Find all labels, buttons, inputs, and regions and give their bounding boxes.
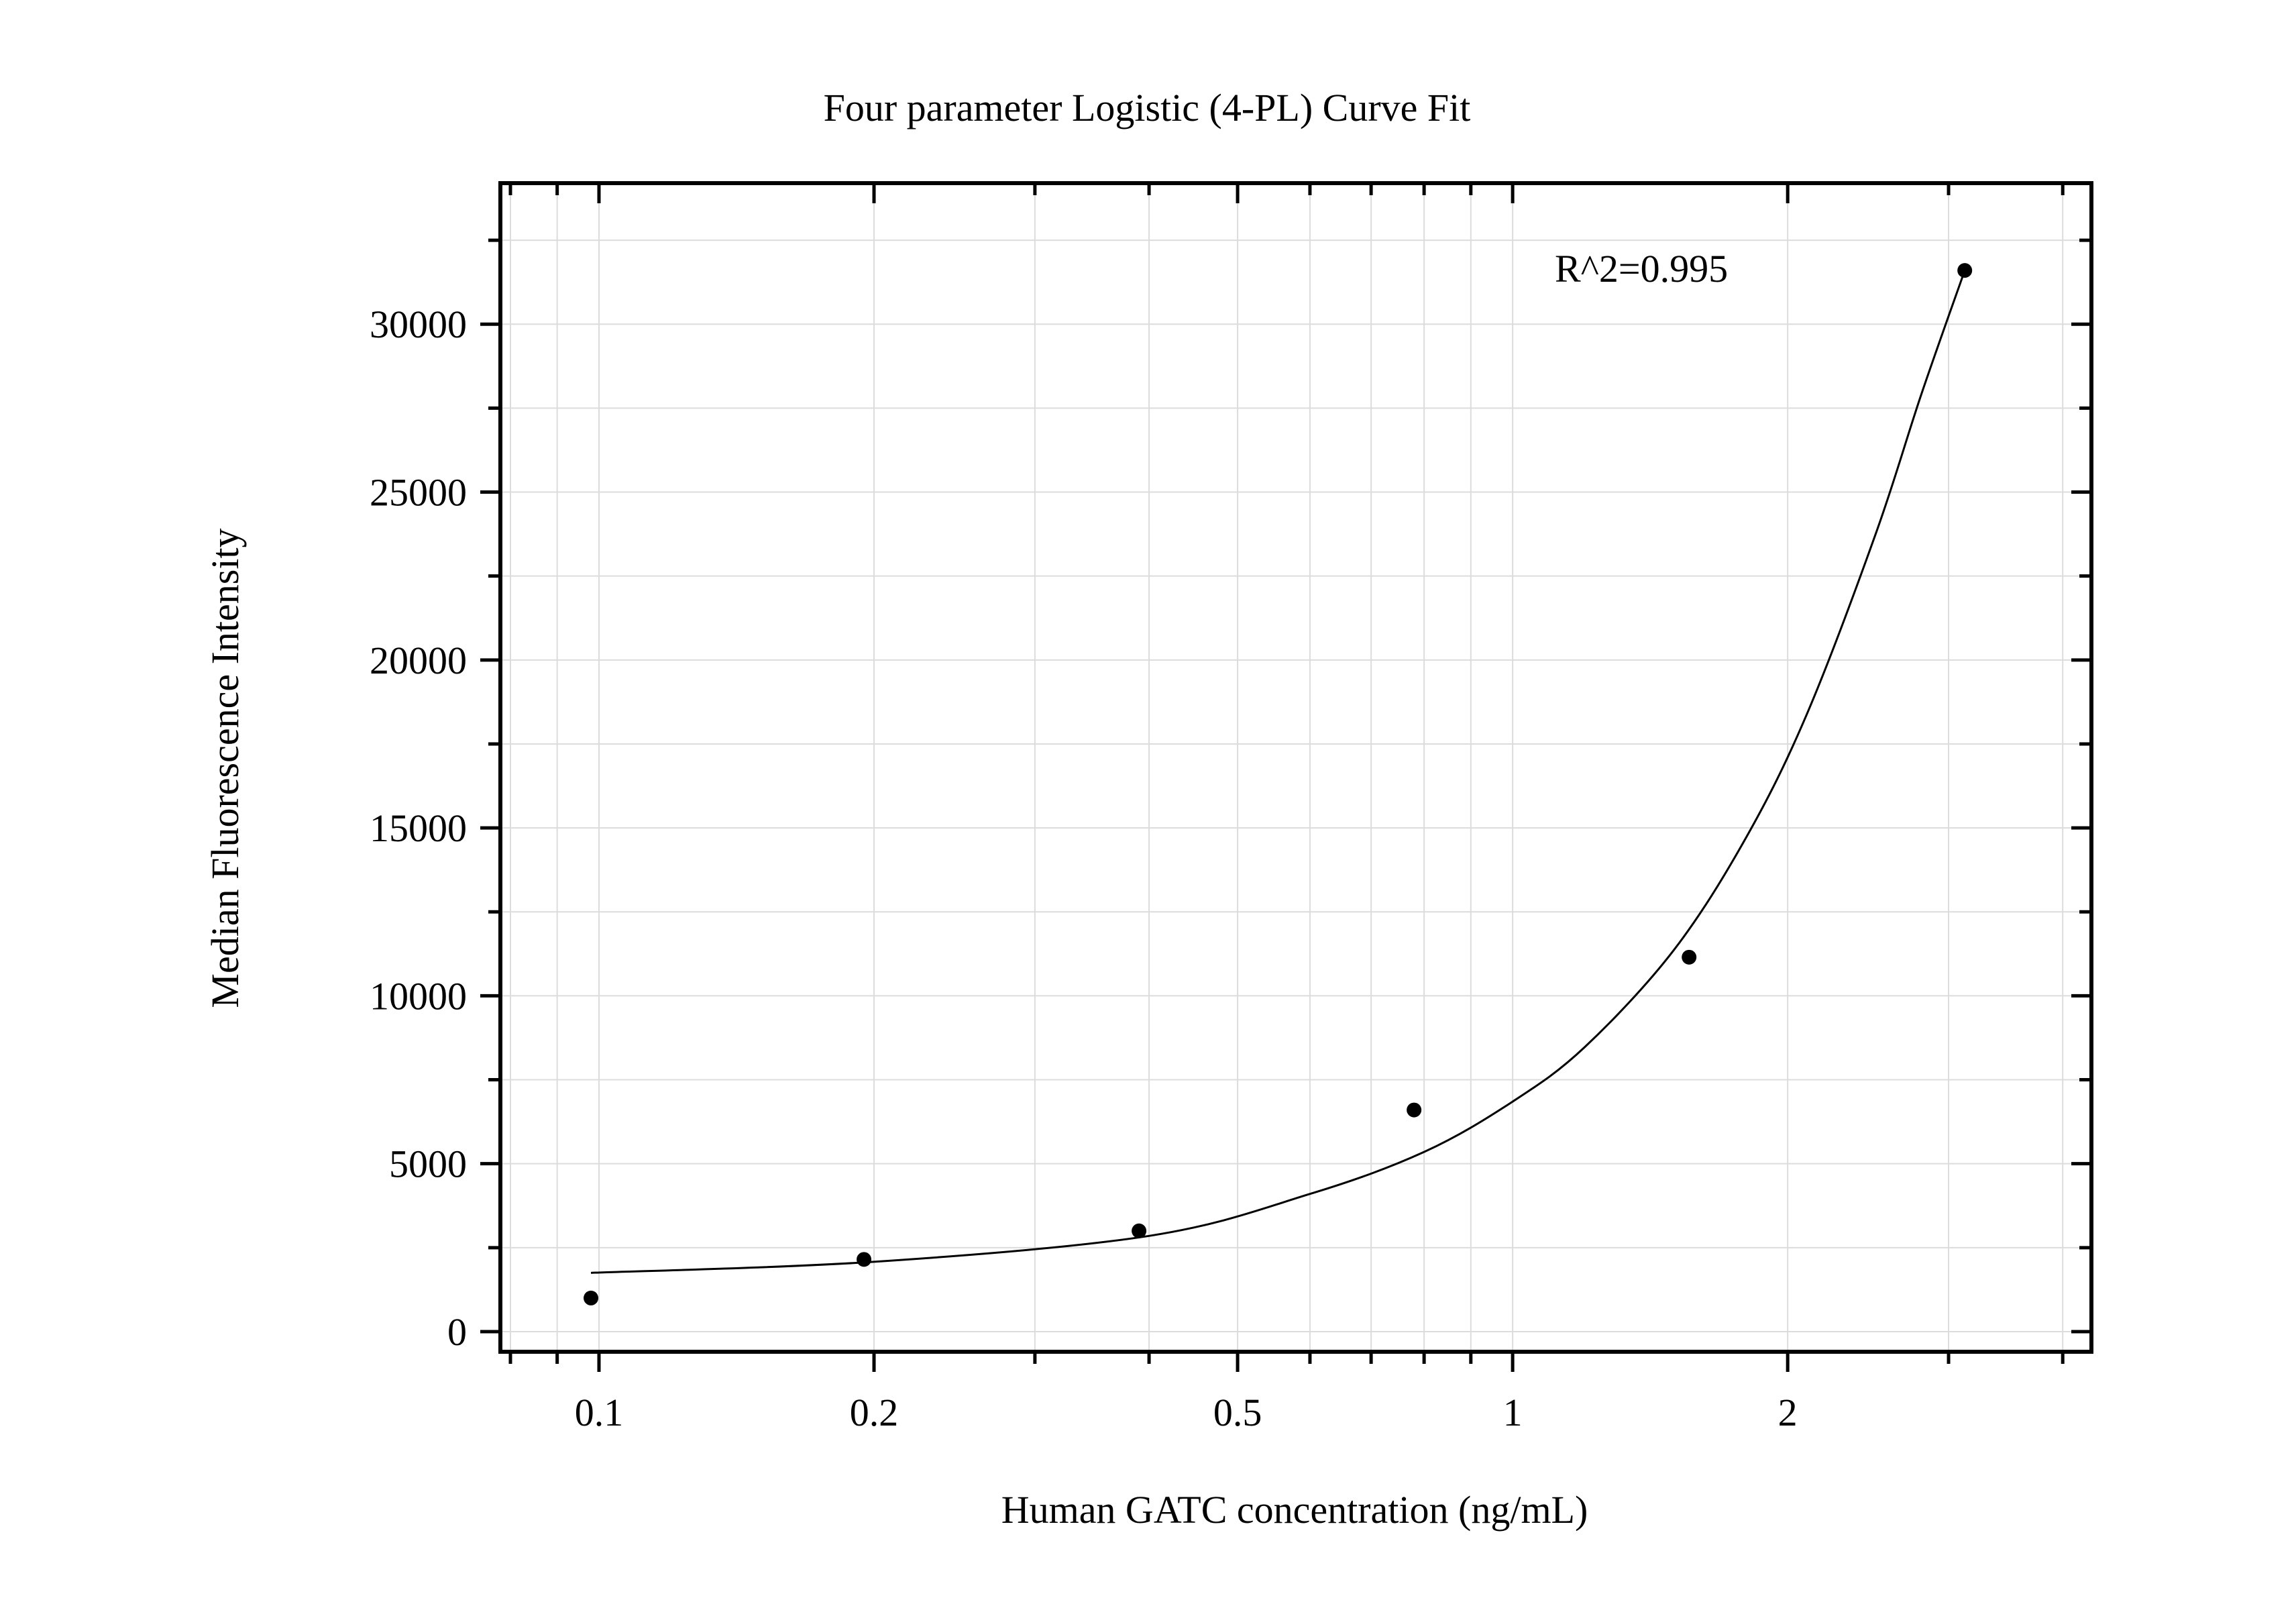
x-tick-label: 0.1: [575, 1391, 624, 1434]
r-squared-annotation: R^2=0.995: [1555, 247, 1728, 290]
x-tick-label: 0.2: [850, 1391, 899, 1434]
x-axis-title: Human GATC concentration (ng/mL): [1001, 1488, 1588, 1532]
data-point: [1957, 263, 1973, 278]
data-point: [857, 1252, 872, 1267]
data-point: [1132, 1223, 1147, 1238]
axis-ticks: [480, 183, 2091, 1372]
plot-frame: [498, 181, 2093, 1354]
chart-title: Four parameter Logistic (4-PL) Curve Fit: [824, 86, 1471, 129]
data-point: [584, 1290, 599, 1305]
y-tick-label: 15000: [370, 806, 467, 850]
y-axis-title: Median Fluorescence Intensity: [203, 528, 247, 1008]
x-tick-label: 0.5: [1213, 1391, 1262, 1434]
data-point: [1407, 1102, 1422, 1118]
y-tick-label: 20000: [370, 639, 467, 682]
y-tick-label: 5000: [389, 1142, 467, 1186]
y-tick-label: 0: [447, 1310, 467, 1354]
y-tick-label: 30000: [370, 303, 467, 346]
data-point: [1682, 949, 1697, 965]
x-tick-labels: 0.1 0.2 0.5 1 2: [575, 1391, 1798, 1434]
grid: [500, 183, 2091, 1352]
y-tick-label: 25000: [370, 471, 467, 515]
x-tick-label: 1: [1503, 1391, 1523, 1434]
fit-curve: [590, 270, 1966, 1274]
fit-curve-path: [590, 270, 1966, 1274]
x-tick-label: 2: [1778, 1391, 1798, 1434]
data-points: [584, 263, 1973, 1305]
y-tick-label: 10000: [370, 974, 467, 1018]
y-tick-labels: 0 5000 10000 15000 20000 25000 30000: [370, 303, 467, 1354]
